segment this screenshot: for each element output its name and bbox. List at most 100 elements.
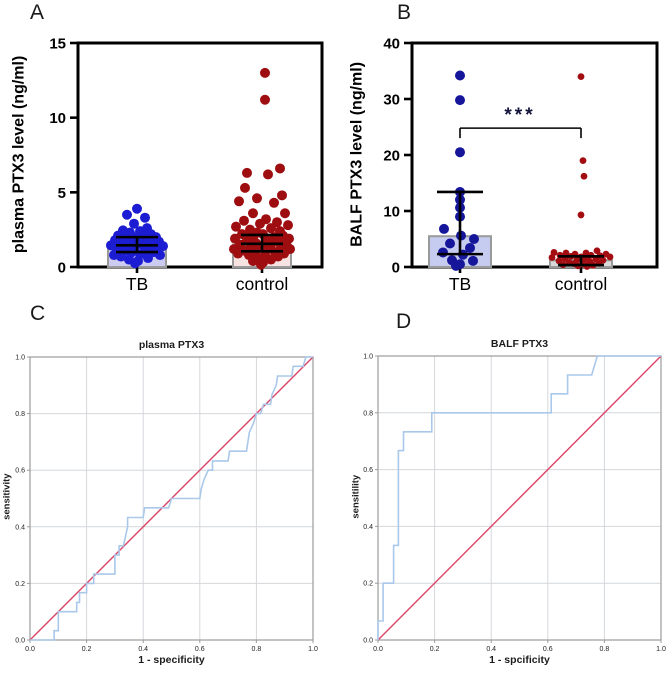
panel-b-dot-control <box>548 254 556 261</box>
panel-c-y-tick-label: 0.8 <box>15 411 25 418</box>
panel-a-dot-TB <box>140 212 150 223</box>
panel-b-y-tick-label: 0 <box>392 260 400 277</box>
panel-d-y-tick-label: 0.8 <box>363 410 373 417</box>
panel-b-dot-control <box>577 73 585 80</box>
panel-letter-a: A <box>30 1 45 24</box>
panel-a-dot-control <box>252 193 262 204</box>
panel-a-dot-control <box>231 221 241 232</box>
panel-a-dot-TB <box>130 258 140 269</box>
panel-c-y-tick-label: 0.0 <box>15 638 25 645</box>
panel-b-y-axis-title: BALF PTX3 level (ng/ml) <box>348 61 366 247</box>
panel-c-title: plasma PTX3 <box>138 339 205 351</box>
panel-b-dot-control <box>562 249 570 257</box>
panel-b-dot-control <box>606 253 614 261</box>
panel-d-x-axis-title: 1 - spcificity <box>489 654 550 666</box>
panel-a-dot-control <box>280 208 290 219</box>
panel-c-x-tick-label: 0.8 <box>252 646 262 653</box>
panel-b-y-tick-label: 10 <box>383 204 400 221</box>
panel-a-dot-control <box>266 223 276 234</box>
panel-b-y-tick-label: 40 <box>383 36 400 53</box>
panel-b-y-tick-label: 30 <box>383 92 400 109</box>
panel-d-x-tick-label: 0.2 <box>430 646 440 653</box>
panel-b-y-tick-label: 20 <box>383 148 400 165</box>
panel-a-dot-control <box>283 220 293 231</box>
panel-b-dot-TB <box>455 70 465 81</box>
panel-b-plot-frame <box>410 41 659 269</box>
panel-c-y-tick-label: 0.4 <box>15 524 25 531</box>
panel-a-dot-control <box>240 182 250 193</box>
panel-c-x-tick-label: 0.6 <box>195 646 205 653</box>
panel-d-y-tick-label: 0.6 <box>363 467 373 474</box>
panel-a-dot-control <box>234 196 244 207</box>
panel-a-dot-control <box>233 248 243 259</box>
panel-d-x-tick-label: 0.4 <box>486 646 496 653</box>
panel-a-dot-control <box>255 218 265 229</box>
panel-b-category-label-control: control <box>555 274 608 294</box>
panel-d-plot-frame <box>377 355 662 641</box>
panel-c-roc-curve <box>30 356 313 641</box>
panel-d-x-tick-label: 0.8 <box>600 646 610 653</box>
panel-a-dot-control <box>269 197 279 208</box>
panel-d-roc-curve <box>377 355 661 640</box>
panel-d-reference-diagonal <box>377 355 662 641</box>
panel-letter-d: D <box>396 310 412 333</box>
panel-b-dot-TB <box>438 247 448 258</box>
panel-a-dot-control <box>239 215 249 226</box>
panel-a-dot-control <box>242 167 252 178</box>
panel-b-dot-TB <box>451 260 461 271</box>
panel-b-dot-TB <box>455 95 465 106</box>
panel-a-plot-frame <box>76 41 324 269</box>
panel-c-y-axis-title: sensitivity <box>1 473 13 520</box>
panel-a-y-tick-label: 10 <box>49 110 66 127</box>
panel-b-dot-TB <box>469 234 479 244</box>
panel-b-dot-control <box>577 211 585 219</box>
panel-d-x-tick-label: 1.0 <box>656 646 666 653</box>
panel-a-dot-TB <box>129 218 139 229</box>
panel-c-y-tick-label: 1.0 <box>15 355 25 362</box>
panel-a-dot-control <box>275 163 285 174</box>
panel-d-title: BALF PTX3 <box>490 338 549 350</box>
panel-c-y-tick-label: 0.6 <box>15 468 25 475</box>
panel-b-dot-TB <box>455 147 465 158</box>
panel-a-y-axis-title: plasma PTX3 level (ng/ml) <box>10 55 28 254</box>
panel-a-dot-TB <box>116 251 126 262</box>
panel-a-dot-control <box>248 256 258 267</box>
panel-d-x-tick-label: 0.6 <box>543 646 553 653</box>
panel-a-dot-control <box>266 254 276 265</box>
panel-d-y-tick-label: 1.0 <box>363 354 373 361</box>
panel-letter-b: B <box>397 1 412 24</box>
panel-letter-c: C <box>30 302 46 325</box>
panel-c-x-tick-label: 0.0 <box>25 646 35 653</box>
panel-a-dot-control <box>263 169 273 180</box>
panel-c-x-axis-title: 1 - specificity <box>138 654 205 666</box>
panel-a-dot-TB <box>143 253 153 264</box>
panel-c-plot-frame <box>29 356 314 641</box>
panel-d-y-tick-label: 0.0 <box>363 638 373 645</box>
panel-b-category-label-TB: TB <box>449 274 471 294</box>
panel-a-dot-TB <box>132 203 142 214</box>
panel-b-dot-TB <box>465 242 475 253</box>
panel-c-x-tick-label: 0.2 <box>82 646 92 653</box>
panel-a-dot-TB <box>122 209 132 220</box>
panel-a-dot-control <box>248 208 258 219</box>
panel-a-dot-control <box>277 190 287 201</box>
panel-a-dot-control <box>256 259 266 270</box>
panel-d-y-tick-label: 0.2 <box>363 581 373 588</box>
panel-a-y-tick-label: 15 <box>49 36 66 53</box>
panel-b-dot-control <box>593 247 601 255</box>
panel-a-category-label-TB: TB <box>126 274 148 294</box>
panel-b-dot-TB <box>439 223 449 234</box>
panel-b-dot-TB <box>468 255 478 266</box>
panel-d-y-axis-title: sensitility <box>350 474 362 519</box>
panel-c-x-tick-label: 1.0 <box>308 646 318 653</box>
panel-a-y-tick-label: 0 <box>58 260 66 277</box>
panel-a-y-tick-label: 5 <box>58 185 66 202</box>
panel-b-dot-control <box>579 157 587 165</box>
panel-c-y-tick-label: 0.2 <box>15 581 25 588</box>
panel-c-x-tick-label: 0.4 <box>138 646 148 653</box>
panel-b-dot-control <box>580 172 588 180</box>
panel-a-category-label-control: control <box>236 274 289 294</box>
panel-a-dot-control <box>260 94 270 105</box>
